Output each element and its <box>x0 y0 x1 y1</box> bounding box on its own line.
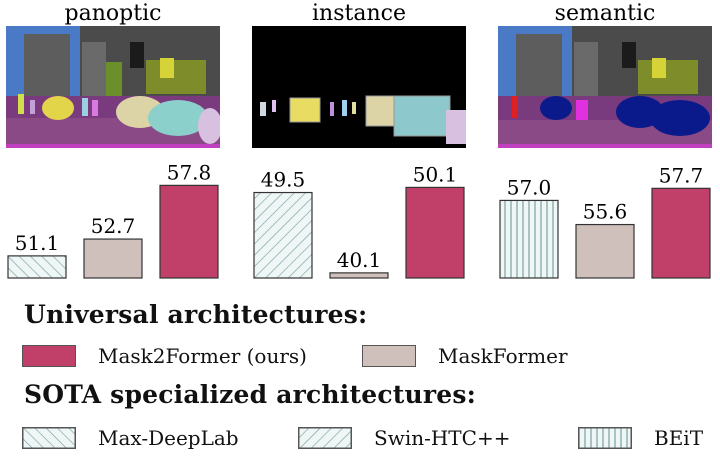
panoptic-bar-mask2former <box>159 184 219 279</box>
panel-title-semantic: semantic <box>555 1 656 26</box>
legend-item-maskformer: MaskFormer <box>362 344 568 368</box>
panel-title-instance: instance <box>312 1 406 26</box>
semantic-bar-chart: 57.0 55.6 57.7 <box>499 163 711 279</box>
legend-label-beit: BEiT <box>654 426 704 450</box>
semantic-value-label-beit: 57.0 <box>507 175 552 199</box>
legend-label-mask2former: Mask2Former (ours) <box>98 344 307 368</box>
chart-figure: panoptic instance semantic <box>6 1 712 279</box>
semantic-bar-beit <box>499 199 559 279</box>
legend-item-beit: BEiT <box>578 426 703 450</box>
swin-htc-swatch <box>298 427 352 449</box>
panel-title-panoptic: panoptic <box>65 1 162 26</box>
beit-swatch <box>578 427 632 449</box>
semantic-value-label-maskformer: 55.6 <box>583 200 628 224</box>
instance-scene-image <box>252 26 466 148</box>
panoptic-scene-image <box>6 26 220 148</box>
instance-value-label-mask2former: 50.1 <box>413 162 458 186</box>
mask2former-swatch <box>22 345 76 367</box>
legend-label-maskformer: MaskFormer <box>438 344 568 368</box>
legend-universal-heading: Universal architectures: <box>24 300 368 329</box>
panoptic-bar-chart: 51.1 52.7 57.8 <box>7 160 219 279</box>
instance-bar-maskformer <box>329 272 389 279</box>
instance-value-label-maskformer: 40.1 <box>337 248 382 272</box>
panoptic-value-label-maskformer: 52.7 <box>91 214 136 238</box>
instance-bar-mask2former <box>405 186 465 279</box>
legend-specialized-heading: SOTA specialized architectures: <box>24 380 477 409</box>
instance-bar-chart: 49.5 40.1 50.1 <box>253 162 465 279</box>
semantic-bar-maskformer <box>575 223 635 279</box>
semantic-bar-mask2former <box>651 187 711 279</box>
legend-label-max-deeplab: Max-DeepLab <box>98 426 239 450</box>
legend-item-max-deeplab: Max-DeepLab <box>22 426 239 450</box>
legend-item-swin-htc: Swin-HTC++ <box>298 426 510 450</box>
panoptic-value-label-maxdeeplab: 51.1 <box>15 231 60 255</box>
instance-value-label-swinhtc: 49.5 <box>261 168 306 192</box>
semantic-value-label-mask2former: 57.7 <box>659 163 704 187</box>
instance-bar-swinhtc <box>253 191 313 279</box>
legend-item-mask2former: Mask2Former (ours) <box>22 344 307 368</box>
legend-label-swin-htc: Swin-HTC++ <box>374 426 511 450</box>
maskformer-swatch <box>362 345 416 367</box>
panoptic-bar-maxdeeplab <box>7 255 67 279</box>
panoptic-value-label-mask2former: 57.8 <box>167 160 212 184</box>
semantic-scene-image <box>498 26 712 148</box>
panoptic-bar-maskformer <box>83 238 143 279</box>
max-deeplab-swatch <box>22 427 76 449</box>
